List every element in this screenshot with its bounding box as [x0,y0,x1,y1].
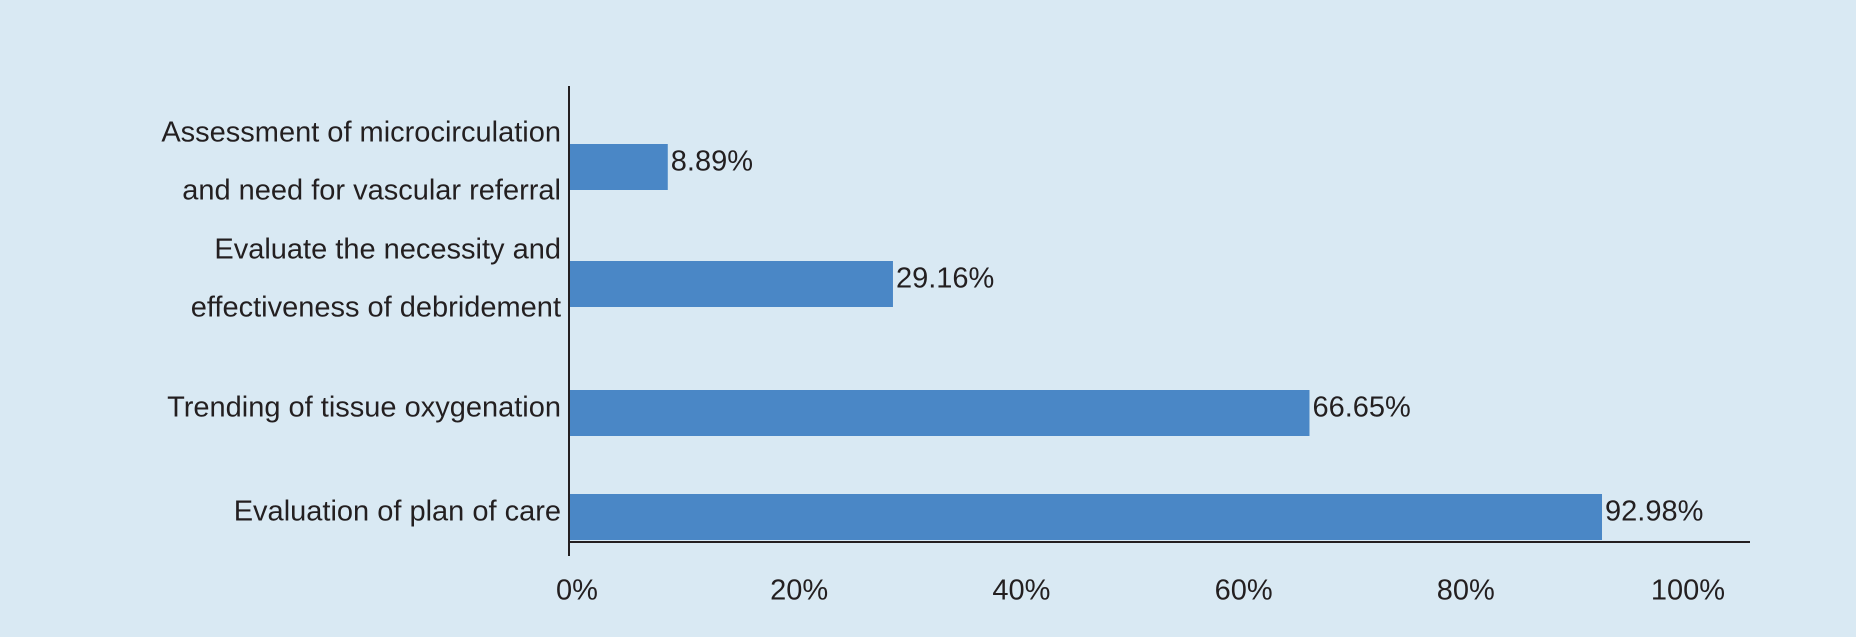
y-tick-label: and need for vascular referral [182,175,561,207]
value-label: 66.65% [1312,392,1410,424]
y-tick-label: Trending of tissue oxygenation [167,392,561,424]
x-tick-label: 80% [1437,575,1495,607]
y-tick-label: Evaluation of plan of care [234,496,561,528]
bar [569,390,1310,436]
x-tick-label: 100% [1651,575,1725,607]
x-tick-label: 40% [992,575,1050,607]
x-tick-label: 20% [770,575,828,607]
x-tick-label: 60% [1215,575,1273,607]
y-tick-label: effectiveness of debridement [191,292,561,324]
value-label: 92.98% [1605,496,1703,528]
y-tick-label: Assessment of microcirculation [161,117,561,149]
value-label: 29.16% [896,263,994,295]
value-label: 8.89% [671,146,753,178]
x-tick-label: 0% [556,575,598,607]
bar [569,494,1603,540]
y-tick-label: Evaluate the necessity and [214,234,561,266]
bar [569,144,668,190]
bar [569,261,893,307]
